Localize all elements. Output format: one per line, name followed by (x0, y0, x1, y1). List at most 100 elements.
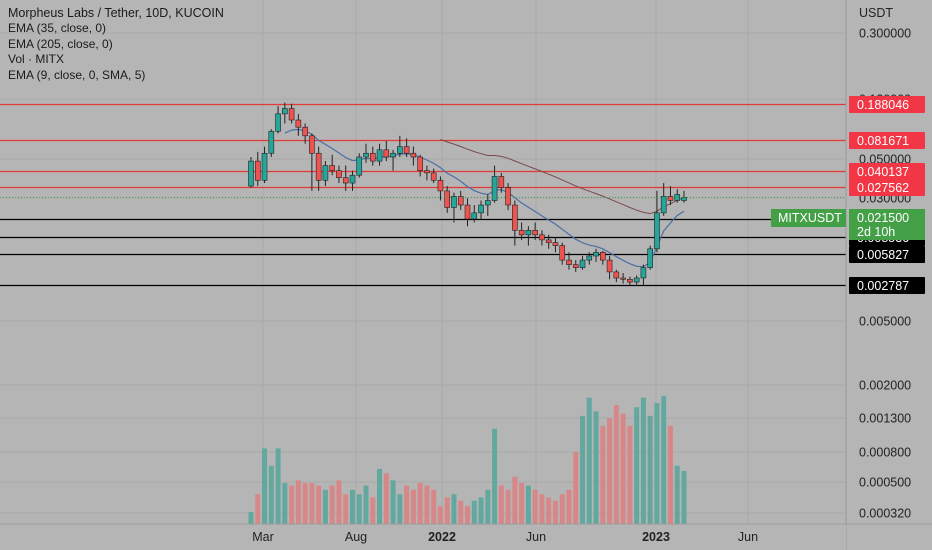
volume-bar (539, 494, 545, 524)
candle-body (545, 239, 552, 243)
volume-bar (498, 485, 504, 524)
time-axis-tick: 2023 (642, 530, 670, 544)
price-axis-tick: 0.000800 (859, 446, 911, 460)
candle-body (295, 119, 302, 128)
volume-bar (620, 413, 626, 524)
candle-body (586, 255, 593, 261)
volume-bar (647, 415, 653, 524)
current-price-badge[interactable]: MITXUSDT 0.021500 2d 10h (771, 209, 925, 240)
candle-body (336, 170, 342, 178)
candle-body (457, 196, 464, 206)
candle-body (471, 212, 478, 220)
price-axis-unit: USDT (859, 6, 893, 20)
candle-body (484, 200, 491, 206)
time-axis-tick: 2022 (428, 530, 456, 544)
volume-bar (471, 500, 477, 524)
line-price-label: 0.188046 (857, 98, 909, 112)
candle-body (369, 152, 376, 162)
indicator-ema-205[interactable]: EMA (205, close, 0) (8, 36, 113, 51)
candle-body (518, 229, 525, 236)
chart-title[interactable]: Morpheus Labs / Tether, 10D, KUCOIN (8, 6, 224, 20)
candle-body (464, 204, 471, 220)
symbol-label: MITXUSDT (778, 211, 842, 225)
volume-bar (377, 468, 383, 524)
candle-body (600, 251, 606, 261)
candle-body (512, 204, 518, 231)
volume-bar (532, 489, 538, 524)
volume-bar (674, 465, 680, 524)
line-price-label-bg (849, 163, 925, 180)
volume-bar (370, 497, 376, 524)
time-axis-tick: Aug (345, 530, 367, 544)
volume-bar (424, 485, 430, 524)
volume-bar (417, 482, 423, 524)
volume-bar (519, 482, 525, 524)
volume-bar (566, 489, 572, 524)
candle-body (268, 130, 275, 154)
candle-body (532, 229, 538, 236)
candle-body (451, 196, 457, 208)
volume-bar (512, 476, 518, 524)
price-axis-tick: 0.300000 (859, 27, 911, 41)
volume-bar (410, 489, 416, 524)
candle-body (349, 174, 356, 184)
line-price-label-bg (849, 96, 925, 113)
price-axis-tick: 0.000500 (859, 476, 911, 490)
current-price-value: 0.021500 (857, 211, 909, 225)
candle-body (667, 196, 674, 201)
volume-bar (485, 489, 491, 524)
volume-bar (275, 448, 281, 524)
volume-bar (356, 494, 362, 524)
price-axis-tick: 0.005000 (859, 315, 911, 329)
indicator-ema-9[interactable]: EMA (9, close, 0, SMA, 5) (8, 67, 146, 82)
volume-bar (580, 415, 586, 524)
horizontal-lines (0, 103, 846, 287)
volume-bar (681, 471, 687, 524)
candle-body (282, 108, 288, 115)
candlesticks (248, 102, 687, 286)
line-price-label-bg (849, 277, 925, 294)
candle-body (309, 135, 315, 154)
volume-bar (627, 425, 633, 524)
candle-body (376, 149, 383, 162)
volume-bar (505, 489, 511, 524)
volume-bar (573, 452, 579, 524)
candle-body (363, 152, 369, 158)
candle-body (613, 271, 620, 279)
volume-bar (282, 482, 288, 524)
indicator-ema-35[interactable]: EMA (35, close, 0) (8, 21, 107, 36)
volume-bar (329, 485, 335, 524)
volume-bar (546, 497, 552, 524)
volume-bar (640, 397, 646, 524)
candle-body (383, 149, 390, 158)
line-price-label-bg (849, 179, 925, 196)
volume-bar (634, 407, 640, 524)
candle-body (261, 152, 268, 181)
volume-bar (437, 506, 443, 524)
volume-bar (431, 489, 437, 524)
indicator-volume[interactable]: Vol · MITX (8, 52, 65, 67)
volume-bar (390, 480, 396, 524)
candle-body (288, 108, 295, 121)
price-axis-panel[interactable] (846, 0, 932, 550)
line-price-label: 0.027562 (857, 181, 909, 195)
time-axis-panel[interactable] (0, 524, 846, 550)
price-axis-ticks: 0.3000000.1200000.0500000.0300000.005000… (859, 27, 911, 521)
price-axis-tick: 0.001300 (859, 412, 911, 426)
candle-body (397, 146, 403, 154)
volume-bar (404, 485, 410, 524)
time-axis-ticks: Mar Aug 2022 Jun 2023 Jun (252, 530, 758, 544)
chart-pane[interactable] (0, 0, 846, 524)
price-axis-tick: 0.002000 (859, 379, 911, 393)
volume-bar (262, 448, 268, 524)
candle-body (478, 204, 484, 214)
volume-bar (607, 418, 613, 524)
volume-bar (667, 425, 673, 524)
candle-body (593, 251, 599, 257)
volume-bar (586, 397, 592, 524)
volume-bar (559, 494, 565, 524)
candle-body (539, 234, 545, 241)
candle-body (329, 165, 335, 171)
candle-body (640, 267, 647, 279)
